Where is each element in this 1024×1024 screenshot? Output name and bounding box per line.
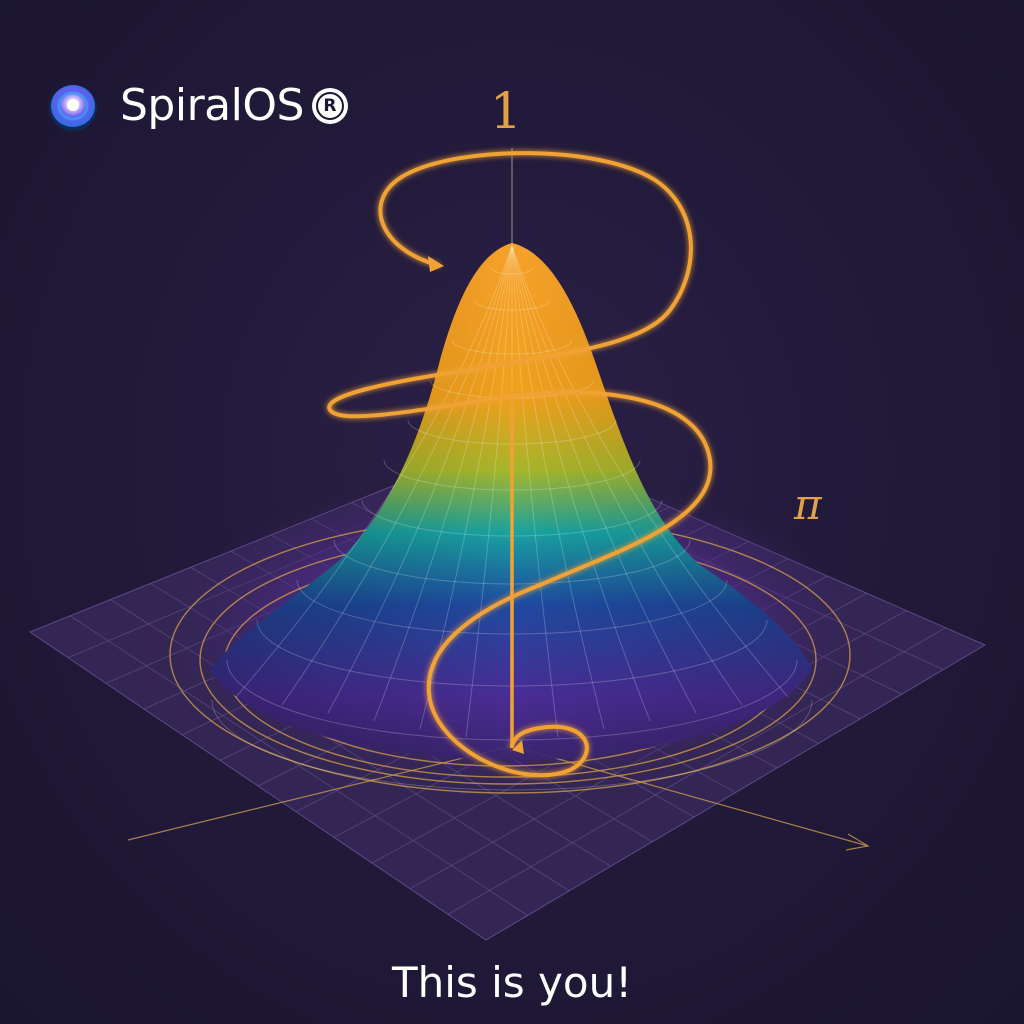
bell-mesh-meridian — [511, 245, 605, 730]
spiral-curve — [327, 151, 713, 778]
bell-mesh-meridian — [511, 245, 789, 698]
bell-mesh-meridian — [373, 245, 513, 722]
bell-mesh-meridian — [511, 245, 743, 706]
bell-mesh-ring — [491, 267, 533, 275]
bell-mesh-ring — [473, 299, 551, 311]
bell-mesh-meridian — [235, 245, 513, 698]
brand-header: SpiralOS R — [44, 76, 348, 136]
spiral-arrowhead-bottom — [512, 740, 524, 754]
bell-mesh-ring — [211, 699, 813, 791]
bell-mesh — [211, 245, 813, 791]
bell-mesh-meridian — [281, 245, 513, 706]
side-axis-label: π — [794, 480, 822, 529]
bell-mesh-meridian — [511, 245, 559, 738]
plane-axes — [127, 745, 870, 851]
bell-mesh-meridian — [511, 245, 651, 722]
brand-name: SpiralOS — [120, 80, 304, 131]
bell-mesh-meridian — [327, 245, 513, 714]
bell-mesh-meridian — [465, 245, 513, 738]
spiral-logo-icon — [49, 85, 97, 131]
top-axis-label: 1 — [490, 82, 522, 140]
spiral-arrowhead-top — [428, 256, 444, 272]
bell-mesh-ring — [451, 339, 573, 355]
bell-mesh-meridian — [511, 245, 697, 714]
caption: This is you! — [391, 958, 633, 1007]
registered-mark-icon: R — [311, 88, 348, 124]
plane-grid-line — [69, 615, 528, 916]
